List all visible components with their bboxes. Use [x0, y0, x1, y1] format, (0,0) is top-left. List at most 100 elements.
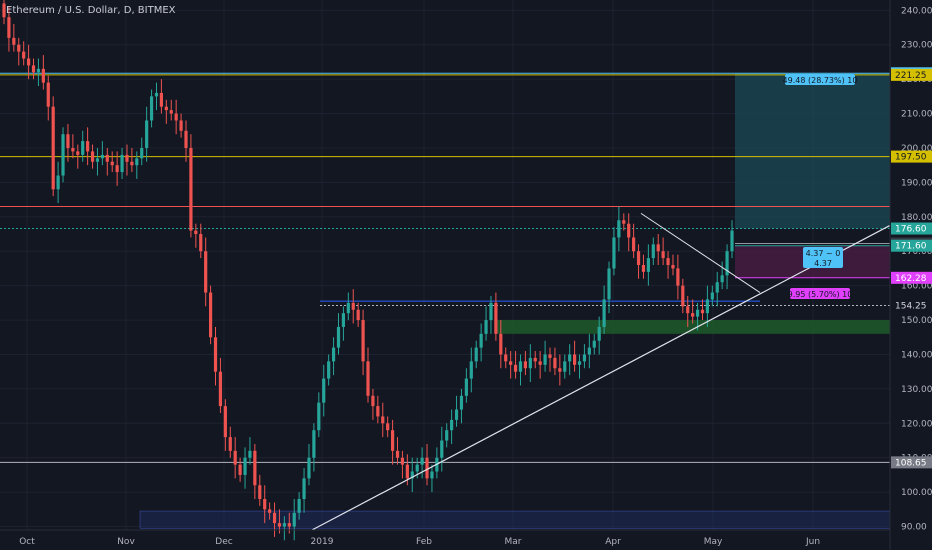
candle-body — [189, 147, 193, 231]
candle-body — [22, 51, 26, 59]
candle-body — [31, 65, 36, 73]
candle-body — [253, 450, 257, 486]
candle-body — [336, 326, 341, 348]
candle-body — [725, 251, 729, 276]
demand-zone — [139, 510, 891, 529]
candle-body — [513, 364, 518, 372]
candle-body — [720, 275, 724, 283]
candle-body — [223, 406, 227, 438]
candle-body — [395, 450, 400, 458]
stop-label-bg — [790, 288, 850, 299]
candle-body — [730, 230, 734, 252]
candle-body — [474, 347, 478, 362]
candle-body — [51, 106, 55, 190]
candle-body — [489, 302, 493, 321]
candle-body — [666, 258, 670, 265]
candle-body — [302, 478, 306, 500]
y-tick-label: 190.00 — [901, 178, 932, 188]
candle-body — [174, 113, 178, 121]
candle-body — [46, 82, 50, 107]
candle-body — [518, 361, 523, 372]
candle-body — [56, 175, 60, 190]
candle-body — [125, 154, 129, 162]
candle-body — [410, 471, 414, 479]
candle-body — [627, 223, 631, 238]
entry-label: 4.37 ~ 0 — [806, 249, 841, 258]
candle-body — [341, 313, 346, 327]
candle-body — [376, 406, 380, 417]
candle-body — [577, 361, 582, 365]
candle-body — [671, 265, 675, 269]
candle-body — [346, 302, 350, 314]
candle-body — [17, 44, 21, 52]
ascending-trendline — [311, 224, 891, 531]
candle-body — [268, 509, 272, 513]
candle-body — [228, 437, 232, 451]
candle-body — [543, 354, 547, 365]
candle-body — [484, 320, 488, 334]
candle-body — [445, 430, 449, 441]
candle-body — [361, 320, 365, 362]
entry-label: 4.37 — [814, 259, 832, 268]
candle-body — [105, 154, 109, 162]
candle-body — [632, 237, 636, 252]
candle-body — [179, 120, 183, 131]
candle-body — [553, 357, 557, 369]
candle-body — [194, 230, 198, 235]
candle-body — [499, 333, 503, 355]
price-tag: 221.25 — [895, 71, 927, 81]
stop-label: 9.95 (5.70%) 10 — [788, 290, 853, 299]
y-tick-label: 240.00 — [901, 6, 932, 16]
price-tag-bg — [891, 239, 932, 252]
candle-body — [479, 333, 483, 348]
y-tick-label: 140.00 — [901, 350, 932, 360]
price-tag-bg — [891, 150, 932, 163]
candle-body — [572, 354, 577, 365]
candle-body — [204, 251, 208, 293]
candle-body — [420, 457, 424, 465]
candle-body — [292, 512, 296, 527]
y-tick-label: 170.00 — [901, 247, 932, 257]
candle-body — [327, 361, 331, 379]
candle-body — [184, 130, 188, 148]
candle-body — [100, 154, 104, 159]
candle-body — [602, 299, 606, 327]
candle-body — [164, 106, 168, 111]
candle-body — [587, 347, 591, 355]
chart-title: Ethereum / U.S. Dollar, D, BITMEX — [6, 5, 176, 16]
y-tick-label: 90.00 — [901, 523, 927, 533]
x-tick-label: Dec — [215, 537, 232, 547]
candle-body — [135, 158, 139, 166]
x-tick-label: Feb — [416, 537, 432, 547]
candlesticks — [2, 0, 734, 541]
price-tag-bg — [891, 271, 932, 284]
x-tick-label: Oct — [19, 537, 35, 547]
candle-body — [154, 92, 159, 97]
candle-body — [331, 347, 336, 362]
price-tag: 171.60 — [895, 242, 927, 252]
y-tick-label: 210.00 — [901, 110, 932, 120]
candle-body — [218, 371, 223, 407]
candle-body — [381, 416, 385, 424]
candle-body — [533, 357, 537, 362]
candle-body — [636, 251, 641, 265]
entry-label-bg — [803, 247, 843, 268]
candle-body — [366, 361, 370, 396]
candle-body — [538, 361, 542, 365]
candle-body — [390, 430, 395, 451]
candle-body — [582, 354, 587, 362]
candle-body — [149, 96, 154, 121]
candle-body — [705, 299, 710, 314]
candle-body — [450, 419, 454, 431]
candle-body — [710, 292, 714, 300]
candle-body — [612, 237, 616, 269]
candle-body — [661, 251, 665, 259]
candle-body — [641, 265, 646, 272]
candle-body — [415, 464, 419, 472]
candle-body — [371, 395, 375, 407]
candle-body — [558, 368, 562, 372]
candle-body — [243, 457, 247, 475]
price-tag: 154.25 — [895, 301, 927, 311]
candle-body — [272, 512, 277, 524]
